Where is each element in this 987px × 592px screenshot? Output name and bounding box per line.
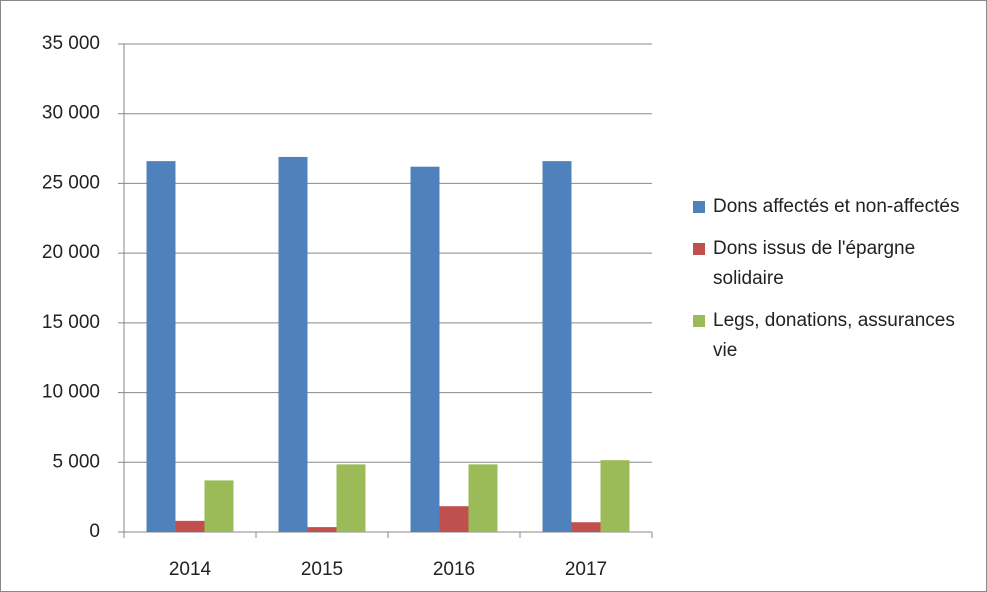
y-tick-label: 30 000	[42, 103, 100, 124]
legend-label: Dons issus de l'épargne solidaire	[713, 238, 916, 289]
legend-swatch	[693, 315, 705, 327]
bar	[468, 464, 498, 532]
bar	[600, 460, 630, 532]
bar	[410, 166, 440, 532]
legend-item: Legs, donations, assurances vie	[693, 306, 983, 366]
bar	[307, 527, 337, 532]
legend: Dons affectés et non-affectés Dons issus …	[693, 192, 983, 378]
legend-label: Legs, donations, assurances vie	[713, 310, 955, 361]
y-tick-label: 0	[89, 521, 100, 542]
legend-item: Dons issus de l'épargne solidaire	[693, 234, 983, 294]
legend-label: Dons affectés et non-affectés	[713, 196, 960, 217]
y-tick-label: 10 000	[42, 382, 100, 403]
bar	[175, 520, 205, 532]
y-tick-label: 5 000	[52, 451, 100, 472]
bar	[439, 506, 469, 532]
y-tick-label: 35 000	[42, 33, 100, 54]
legend-item: Dons affectés et non-affectés	[693, 192, 983, 222]
x-tick-label: 2014	[169, 559, 212, 580]
y-tick-label: 20 000	[42, 242, 100, 263]
bar	[571, 522, 601, 532]
y-tick-label: 25 000	[42, 172, 100, 193]
legend-swatch	[693, 243, 705, 255]
x-tick-label: 2016	[433, 559, 475, 580]
x-tick-label: 2015	[301, 559, 343, 580]
bar	[542, 161, 572, 532]
y-tick-label: 15 000	[42, 312, 100, 333]
bar	[278, 156, 308, 533]
x-tick-label: 2017	[565, 559, 607, 580]
bar	[204, 480, 234, 532]
bar	[146, 161, 176, 532]
legend-swatch	[693, 201, 705, 213]
bar	[336, 464, 366, 532]
